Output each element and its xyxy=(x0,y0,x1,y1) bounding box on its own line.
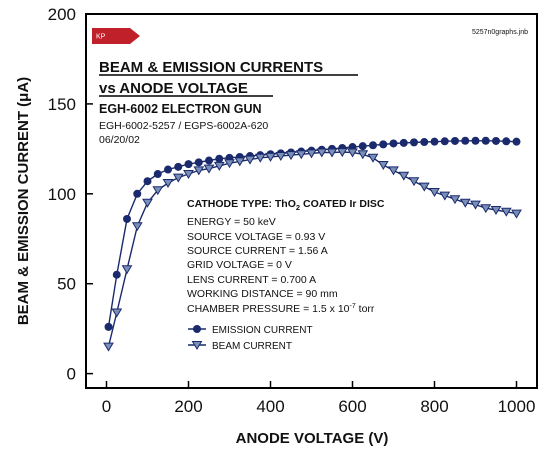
grid-voltage-line: GRID VOLTAGE = 0 V xyxy=(187,259,292,271)
y-tick-label: 50 xyxy=(57,275,76,294)
emission-point xyxy=(379,140,387,148)
emission-point xyxy=(144,177,152,185)
y-axis-title: BEAM & EMISSION CURRENT (μA) xyxy=(15,77,32,325)
date-line: 06/20/02 xyxy=(99,134,140,146)
emission-point xyxy=(461,137,469,145)
emission-point xyxy=(502,137,510,145)
emission-point xyxy=(513,138,521,146)
emission-point xyxy=(441,137,449,145)
emission-point xyxy=(472,137,480,145)
emission-point xyxy=(390,139,398,147)
chamber-pressure-prefix: CHAMBER PRESSURE = 1.5 x 10 xyxy=(187,303,350,315)
chart-title-line1: BEAM & EMISSION CURRENTS xyxy=(99,59,323,76)
y-tick-label: 100 xyxy=(48,185,76,204)
y-tick-label: 200 xyxy=(48,5,76,24)
working-distance-line: WORKING DISTANCE = 90 mm xyxy=(187,288,338,300)
emission-point xyxy=(492,137,500,145)
emission-point xyxy=(164,166,172,174)
legend-beam-label: BEAM CURRENT xyxy=(212,341,292,352)
x-tick-label: 1000 xyxy=(498,397,536,416)
emission-point xyxy=(410,138,418,146)
emission-point xyxy=(482,137,490,145)
x-tick-label: 600 xyxy=(338,397,366,416)
lens-current-line: LENS CURRENT = 0.700 A xyxy=(187,274,316,286)
emission-point xyxy=(133,190,141,198)
x-tick-label: 200 xyxy=(174,397,202,416)
subtitle: EGH-6002 ELECTRON GUN xyxy=(99,102,262,116)
chamber-pressure-unit: torr xyxy=(356,303,375,315)
x-tick-label: 800 xyxy=(420,397,448,416)
legend-emission-marker xyxy=(193,325,201,333)
x-tick-label: 0 xyxy=(102,397,111,416)
cathode-rest: COATED Ir DISC xyxy=(300,198,385,210)
emission-point xyxy=(215,155,223,163)
y-tick-label: 150 xyxy=(48,95,76,114)
emission-point xyxy=(400,139,408,147)
x-axis-title: ANODE VOLTAGE (V) xyxy=(236,430,389,447)
cathode-type: CATHODE TYPE: ThO2 COATED Ir DISC xyxy=(187,198,385,212)
emission-point xyxy=(105,323,113,331)
emission-point xyxy=(431,138,439,146)
chart-title-line2: vs ANODE VOLTAGE xyxy=(99,80,248,97)
x-tick-label: 400 xyxy=(256,397,284,416)
chamber-pressure-line: CHAMBER PRESSURE = 1.5 x 10-7 torr xyxy=(187,303,375,315)
y-tick-label: 0 xyxy=(67,365,76,384)
emission-point xyxy=(369,141,377,149)
emission-point xyxy=(359,142,367,150)
source-voltage-line: SOURCE VOLTAGE = 0.93 V xyxy=(187,231,325,243)
cathode-label: CATHODE TYPE: ThO xyxy=(187,198,296,210)
source-current-line: SOURCE CURRENT = 1.56 A xyxy=(187,245,328,257)
logo: KP xyxy=(92,28,140,44)
emission-point xyxy=(420,138,428,146)
energy-line: ENERGY = 50 keV xyxy=(187,216,276,228)
logo-text: KP xyxy=(96,34,106,41)
emission-point xyxy=(195,158,203,166)
legend-emission-label: EMISSION CURRENT xyxy=(212,325,313,336)
emission-point xyxy=(451,137,459,145)
emission-point xyxy=(185,160,193,168)
model-line: EGH-6002-5257 / EGPS-6002A-620 xyxy=(99,120,268,132)
filename-label: 5257n0graphs.jnb xyxy=(472,29,528,36)
emission-point xyxy=(123,215,131,223)
emission-point xyxy=(205,157,213,165)
emission-point xyxy=(113,271,121,279)
emission-point xyxy=(174,163,182,171)
emission-point xyxy=(154,170,162,178)
